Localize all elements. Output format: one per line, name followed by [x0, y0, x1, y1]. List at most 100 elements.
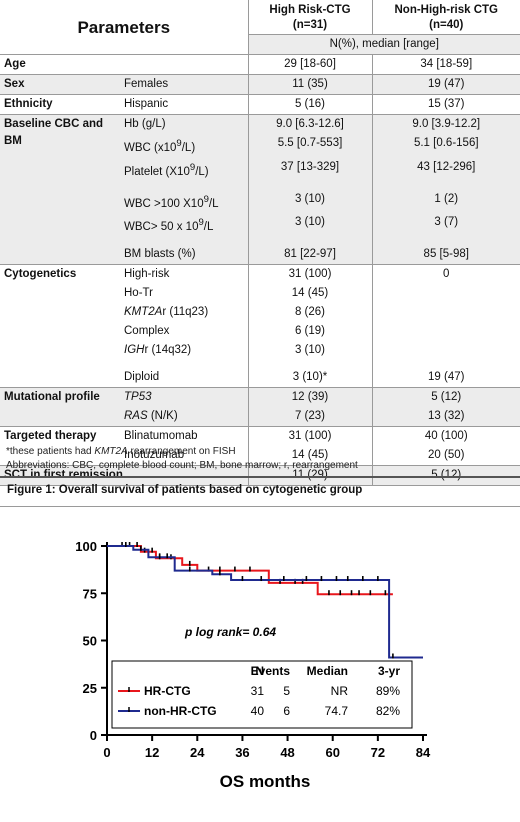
row-blina-sub: Blinatumomab: [120, 426, 248, 447]
row-wbc100-v2: 1 (2): [371, 189, 520, 214]
row-blasts-v2: 85 [5-98]: [371, 245, 520, 265]
row-blina-v1: 31 (100): [247, 426, 372, 447]
row-blasts-sub: BM blasts (%): [120, 245, 248, 265]
row-age: Age 29 [18-60] 34 [18-59]: [0, 54, 520, 75]
figure-title-bar: Figure 1: Overall survival of patients b…: [0, 476, 520, 507]
legend-header: Events: [251, 664, 291, 678]
row-ethnicity-label: Ethnicity: [0, 94, 120, 115]
row-age-v1: 29 [18-60]: [247, 54, 372, 75]
col-header-high-risk: High Risk-CTG (n=31): [247, 0, 372, 35]
y-tick-label: 0: [90, 728, 97, 743]
wbc-text: WBC (x10: [124, 141, 177, 154]
row-cyto-igh-sub: IGHr (14q32): [120, 341, 248, 360]
row-cyto-hotr: Ho-Tr 14 (45): [0, 284, 520, 304]
row-cyto-kmt2a: KMT2Ar (11q23) 8 (26): [0, 303, 520, 323]
kmt2a-gene: KMT2A: [124, 306, 163, 319]
row-sex: Sex Females 11 (35) 19 (47): [0, 74, 520, 95]
row-cyto-highrisk-v2: 0: [371, 264, 520, 285]
units-row: N(%), median [range]: [0, 34, 520, 55]
table-title: Parameters: [77, 17, 171, 37]
row-cyto-hotr-v1: 14 (45): [247, 284, 372, 304]
row-sct-v2: 5 (12): [371, 465, 520, 486]
row-blasts-v1: 81 [22-97]: [247, 245, 372, 265]
row-cbc-label-line1: Baseline CBC and: [4, 118, 104, 130]
row-tp53-v2: 5 (12): [371, 387, 520, 408]
row-ino: Inotuzumab 14 (45) 20 (50): [0, 446, 520, 466]
survival-chart: 0 12 24 36 48 60 72 84 0 25 50 75 100 p log rank= 0.…: [75, 539, 431, 791]
row-platelet: Platelet (X109/L) 37 [13-329] 43 [12-296…: [0, 157, 520, 182]
legend-header: N: [255, 664, 264, 678]
row-tp53-sub: TP53: [120, 387, 248, 408]
row-tp53: Mutational profile TP53 12 (39) 5 (12): [0, 387, 520, 408]
y-tick-label: 50: [83, 634, 97, 649]
row-age-label: Age: [0, 54, 120, 75]
legend-header: 3-yr: [378, 664, 400, 678]
x-tick-label: 24: [190, 745, 205, 760]
row-cyto-diploid-v1: 3 (10)*: [247, 368, 372, 388]
row-ras-v2: 13 (32): [371, 407, 520, 427]
series-line-non-hr-ctg: [107, 545, 423, 659]
row-sex-sub: Females: [120, 74, 248, 95]
row-sct-label: SCT in first remission: [0, 465, 248, 486]
row-mut-label: Mutational profile: [0, 387, 120, 408]
row-platelet-sub: Platelet (X109/L): [120, 157, 248, 182]
row-hb-v2: 9.0 [3.9-12.2]: [371, 114, 520, 134]
row-cyto-complex: Complex 6 (19): [0, 322, 520, 342]
platelet-sup: 9: [189, 161, 196, 173]
row-ras-v1: 7 (23): [247, 407, 372, 427]
row-cyto-highrisk: Cytogenetics High-risk 31 (100) 0: [0, 264, 520, 285]
row-hb: Baseline CBC and BM Hb (g/L) 9.0 [6.3-12…: [0, 113, 520, 182]
legend-cell: 5: [283, 684, 290, 698]
platelet-text: Platelet (X10: [124, 165, 190, 178]
row-hb-v1: 9.0 [6.3-12.6]: [247, 114, 372, 134]
row-tt-label: Targeted therapy: [0, 426, 120, 447]
row-wbc100-v1: 3 (10): [247, 189, 372, 214]
row-wbc50-v1: 3 (10): [247, 213, 372, 238]
row-cyto-label: Cytogenetics: [0, 264, 120, 285]
row-cyto-diploid-sub: Diploid: [124, 371, 160, 384]
parameters-table: Parameters High Risk-CTG (n=31) Non-High…: [0, 0, 520, 486]
x-tick-label: 84: [416, 745, 431, 760]
wbc50-sup: 9: [198, 217, 204, 229]
row-blina-v2: 40 (100): [371, 426, 520, 447]
wbc100-unit: /L: [208, 197, 219, 210]
row-ino-v2: 20 (50): [371, 446, 520, 466]
wbc100-sup: 9: [203, 193, 209, 205]
row-cyto-diploid: Diploid 3 (10)* 19 (47): [0, 368, 520, 388]
units-label: N(%), median [range]: [247, 34, 520, 55]
table-footnote: *these patients had KMT2A rearrangement …: [6, 445, 358, 473]
x-tick-label: 36: [235, 745, 249, 760]
row-tp53-v1: 12 (39): [247, 387, 372, 408]
row-age-v2: 34 [18-59]: [371, 54, 520, 75]
x-tick-label: 72: [371, 745, 385, 760]
col-header-high-risk-line1: High Risk-CTG: [269, 4, 351, 16]
y-tick-label: 75: [83, 586, 97, 601]
row-ras: RAS (N/K) 7 (23) 13 (32): [0, 407, 520, 427]
row-platelet-v1: 37 [13-329]: [247, 157, 372, 182]
row-sex-v2: 19 (47): [371, 74, 520, 95]
footnote-line1-post: rearrangement on FISH: [127, 446, 236, 457]
col-header-non-high-risk-line1: Non-High-risk CTG: [394, 4, 499, 16]
row-wbc-v2: 5.1 [0.6-156]: [371, 134, 520, 158]
igh-gene: IGH: [124, 344, 145, 357]
row-wbc100: WBC >100 X109/L 3 (10) 1 (2): [0, 189, 520, 214]
row-cyto-diploid-v2: 19 (47): [371, 368, 520, 388]
legend-cell: 74.7: [325, 704, 349, 718]
row-wbc: WBC (x109/L) 5.5 [0.7-553] 5.1 [0.6-156]: [0, 134, 520, 158]
x-axis-title: OS months: [220, 772, 311, 791]
row-cyto-highrisk-sub: High-risk: [120, 264, 248, 285]
footnote-line1-gene: KMT2A: [94, 446, 128, 457]
row-cbc-label: Baseline CBC and BM: [0, 113, 120, 182]
row-ethnicity-v2: 15 (37): [371, 94, 520, 115]
row-cyto-kmt2a-sub: KMT2Ar (11q23): [120, 303, 248, 322]
row-cyto-complex-v1: 6 (19): [247, 322, 372, 342]
footnote-line2: Abbreviations: CBC, complete blood count…: [6, 460, 358, 471]
figure-title: Figure 1: Overall survival of patients b…: [7, 484, 363, 496]
y-tick-label: 25: [83, 681, 97, 696]
kmt2a-rest: r (11q23): [162, 306, 209, 319]
legend-header: Median: [307, 664, 348, 678]
row-sct-v1: 11 (29): [247, 465, 372, 486]
table-header-row: Parameters High Risk-CTG (n=31) Non-High…: [0, 0, 520, 35]
footnote-line1: *these patients had KMT2A rearrangement …: [6, 445, 358, 459]
